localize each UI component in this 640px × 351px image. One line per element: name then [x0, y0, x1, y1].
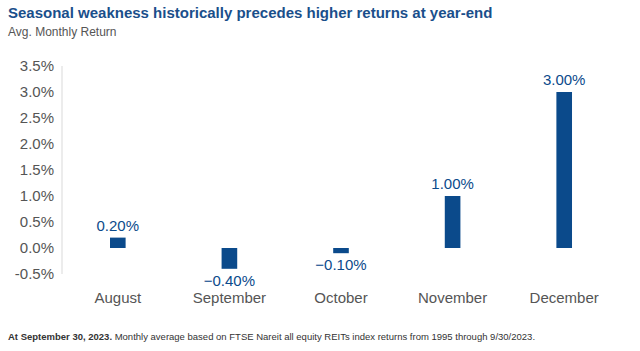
svg-text:0.5%: 0.5%: [20, 213, 54, 230]
svg-text:3.0%: 3.0%: [20, 83, 54, 100]
svg-text:3.5%: 3.5%: [20, 57, 54, 74]
svg-text:−0.10%: −0.10%: [315, 256, 366, 273]
svg-text:October: October: [314, 289, 367, 306]
svg-text:-0.5%: -0.5%: [15, 265, 54, 282]
svg-text:November: November: [418, 289, 487, 306]
svg-text:−0.40%: −0.40%: [204, 272, 255, 289]
svg-text:0.20%: 0.20%: [97, 217, 140, 234]
html-text:Seasonal weakness historically: Seasonal weakness historically precedes …: [8, 4, 493, 21]
svg-text:1.0%: 1.0%: [20, 187, 54, 204]
svg-text:1.00%: 1.00%: [431, 175, 474, 192]
svg-text:August: August: [94, 289, 142, 306]
html-text:Avg. Monthly Return: Avg. Monthly Return: [8, 25, 117, 39]
svg-text:1.5%: 1.5%: [20, 161, 54, 178]
svg-text:0.0%: 0.0%: [20, 239, 54, 256]
svg-text:September: September: [193, 289, 266, 306]
svg-text:3.00%: 3.00%: [543, 71, 586, 88]
svg-text:2.5%: 2.5%: [20, 109, 54, 126]
svg-text:December: December: [530, 289, 599, 306]
svg-text:2.0%: 2.0%: [20, 135, 54, 152]
html-text:At September 30, 2023. Monthly: At September 30, 2023. Monthly average b…: [8, 331, 535, 342]
